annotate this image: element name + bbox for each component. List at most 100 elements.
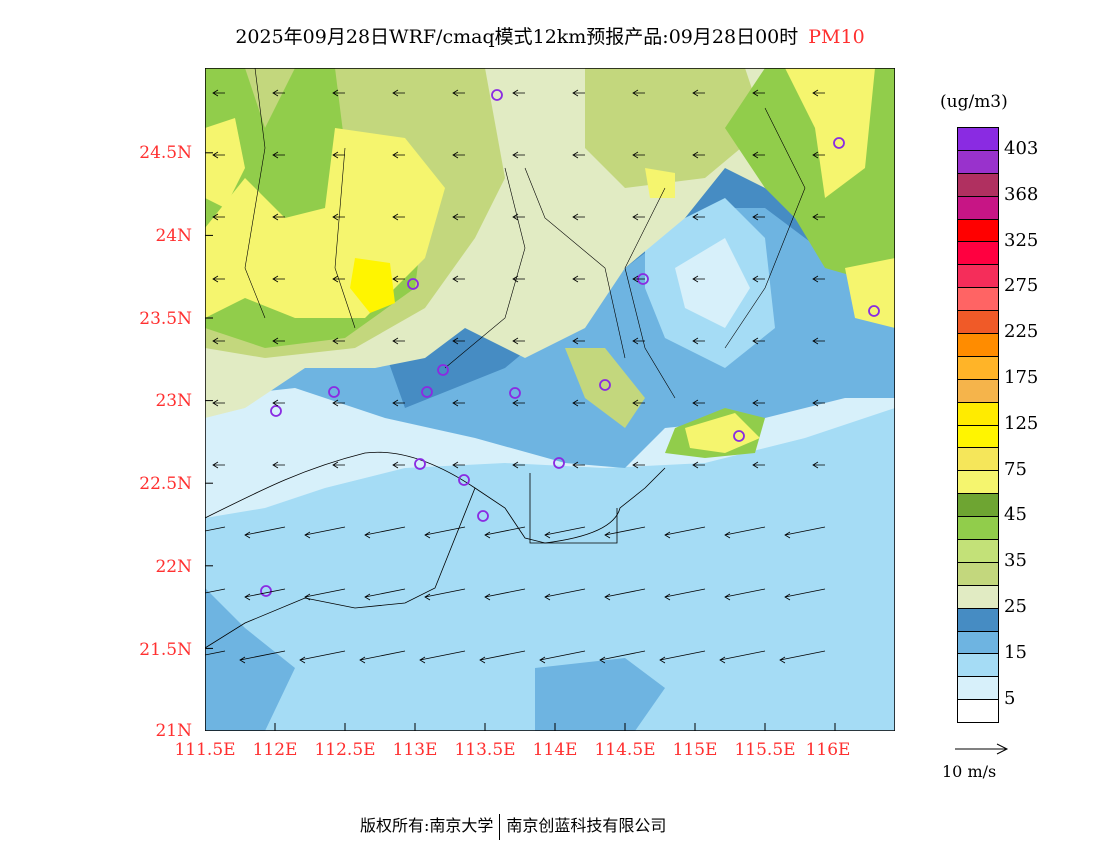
wind-arrow-icon [604, 588, 646, 601]
wind-arrow-icon [304, 526, 346, 539]
wind-arrow-icon [479, 650, 526, 664]
colorbar-swatch [958, 494, 998, 518]
lat-label: 21.5N [139, 640, 192, 660]
wind-arrow-icon [212, 275, 225, 283]
wind-arrow-icon [244, 588, 286, 601]
wind-arrow-icon [779, 650, 826, 664]
colorbar-swatch [958, 402, 998, 426]
wind-arrow-icon [359, 650, 406, 664]
wind-arrow-icon [392, 89, 405, 97]
wind-arrow-icon [539, 650, 586, 664]
wind-arrow-icon [604, 526, 646, 539]
colorbar-swatch [958, 265, 998, 289]
colorbar-swatch [958, 517, 998, 541]
lat-label: 22.5N [139, 474, 192, 494]
wind-arrow-icon [304, 588, 346, 601]
wind-arrow-icon [512, 213, 525, 221]
colorbar-swatch [958, 700, 998, 723]
colorbar-swatch [958, 677, 998, 701]
wind-reference-label: 10 m/s [942, 762, 997, 781]
wind-arrow-icon [332, 399, 345, 407]
city-marker-icon [477, 510, 489, 522]
wind-arrow-icon [632, 151, 645, 159]
wind-arrow-icon [784, 526, 826, 539]
colorbar-label: 25 [1004, 595, 1027, 617]
city-markers [260, 89, 880, 597]
lat-label: 24N [155, 226, 192, 246]
lat-label: 24.5N [139, 143, 192, 163]
wind-arrow-icon [692, 275, 705, 283]
wind-arrow-icon [692, 461, 705, 469]
colorbar-label: 45 [1004, 504, 1027, 526]
wind-arrow-icon [272, 213, 285, 221]
wind-arrow-icon [512, 399, 525, 407]
wind-arrow-icon [212, 399, 225, 407]
wind-arrow-icon [572, 151, 585, 159]
lon-label: 116E [805, 740, 851, 760]
colorbar-swatch [958, 379, 998, 403]
wind-arrow-icon [812, 213, 825, 221]
lon-label: 114E [532, 740, 578, 760]
city-marker-icon [509, 387, 521, 399]
wind-arrow-icon [632, 337, 645, 345]
lon-label: 112.5E [314, 740, 376, 760]
lon-label: 115.5E [734, 740, 796, 760]
colorbar-swatch [958, 608, 998, 632]
colorbar-label: 35 [1004, 550, 1027, 572]
wind-arrow-icon [752, 275, 765, 283]
wind-arrow-icon [512, 337, 525, 345]
copyright-owner: 版权所有:南京大学 [360, 816, 494, 835]
coastline [205, 451, 666, 649]
province-borders [244, 68, 806, 399]
wind-arrow-icon [512, 151, 525, 159]
colorbar-swatch [958, 631, 998, 655]
wind-arrow-icon [692, 89, 705, 97]
wind-arrow-icon [364, 588, 406, 601]
wind-reference-arrow-icon [955, 743, 1009, 755]
wind-arrow-icon [205, 650, 226, 656]
wind-arrow-icon [544, 588, 586, 601]
colorbar-label: 368 [1004, 183, 1039, 205]
wind-arrow-icon [332, 89, 345, 97]
map-title: 2025年09月28日WRF/cmaq模式12km预报产品:09月28日00时 P… [0, 22, 1100, 49]
wind-arrow-icon [812, 337, 825, 345]
wind-arrow-icon [632, 89, 645, 97]
wind-arrow-icon [392, 213, 405, 221]
wind-arrow-icon [452, 89, 465, 97]
wind-arrow-icon [452, 399, 465, 407]
colorbar-swatch [958, 540, 998, 563]
wind-arrow-icon [659, 650, 706, 664]
colorbar [957, 127, 999, 724]
colorbar-label: 225 [1004, 321, 1039, 343]
wind-arrow-icon [332, 213, 345, 221]
city-marker-icon [421, 386, 433, 398]
wind-arrow-icon [632, 399, 645, 407]
wind-arrow-icon [484, 526, 526, 539]
wind-arrow-icon [212, 89, 225, 97]
colorbar-swatch [958, 242, 998, 266]
wind-arrow-icon [724, 526, 766, 539]
wind-arrow-icon [239, 650, 286, 664]
city-marker-icon [458, 474, 470, 486]
wind-arrow-icon [212, 151, 225, 159]
colorbar-unit: (ug/m3) [940, 92, 1008, 112]
wind-arrow-icon [272, 89, 285, 97]
wind-arrow-icon [272, 151, 285, 159]
lon-label: 115E [672, 740, 718, 760]
wind-arrow-icon [812, 275, 825, 283]
colorbar-label: 325 [1004, 229, 1039, 251]
wind-arrow-icon [784, 588, 826, 601]
lon-label: 113E [392, 740, 438, 760]
wind-arrow-icon [632, 213, 645, 221]
wind-arrow-icon [424, 588, 466, 601]
wind-arrow-icon [272, 461, 285, 469]
wind-arrow-icon [692, 213, 705, 221]
wind-arrow-icon [332, 151, 345, 159]
wind-arrow-icon [332, 461, 345, 469]
wind-arrow-icon [599, 650, 646, 664]
lon-label: 112E [252, 740, 298, 760]
wind-arrow-icon [332, 275, 345, 283]
wind-arrow-icon [752, 151, 765, 159]
wind-arrow-icon [212, 337, 225, 345]
wind-arrow-icon [424, 526, 466, 539]
